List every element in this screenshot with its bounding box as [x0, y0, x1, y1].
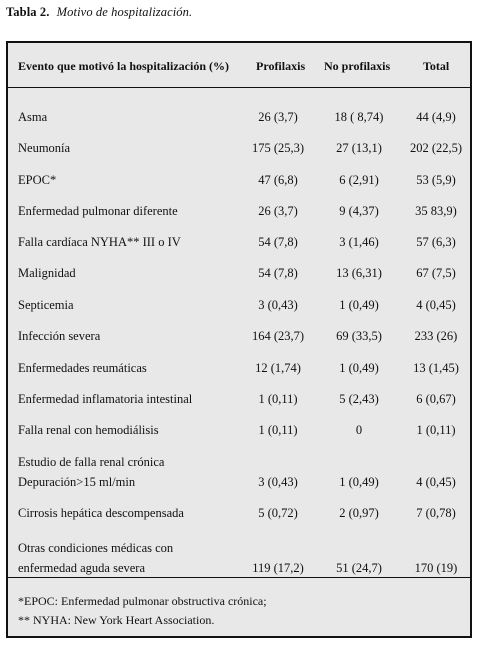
cell-event-line1: Estudio de falla renal crónica [18, 455, 165, 469]
cell-profilaxis: 54 (7,8) [258, 235, 298, 249]
cell-no-profilaxis: 9 (4,37) [339, 204, 379, 218]
caption-title: Motivo de hospitalización. [56, 5, 193, 19]
cell-event: Falla cardíaca NYHA** III o IV [18, 235, 181, 249]
cell-no-profilaxis: 1 (0,49) [339, 298, 379, 312]
cell-event-line1: Otras condiciones médicas con [18, 541, 174, 555]
cell-event: Estudio de falla renal crónica Depuració… [18, 455, 164, 490]
cell-total: 7 (0,78) [416, 506, 456, 520]
caption-label: Tabla 2. [6, 5, 50, 19]
cell-event: Septicemia [18, 298, 74, 312]
cell-event: Enfermedad pulmonar diferente [18, 204, 178, 218]
data-table: Evento que motivó la hospitalización (%)… [6, 41, 472, 638]
cell-total: 1 (0,11) [416, 423, 456, 437]
cell-profilaxis: 47 (6,8) [258, 173, 298, 187]
cell-event: EPOC* [18, 173, 57, 187]
cell-profilaxis: 3 (0,43) [258, 298, 298, 312]
cell-total: 6 (0,67) [416, 392, 456, 406]
cell-event: Asma [18, 110, 48, 124]
cell-event-line2: enfermedad aguda severa [18, 561, 146, 575]
cell-total: 67 (7,5) [416, 266, 456, 280]
cell-total: 44 (4,9) [416, 110, 456, 124]
cell-profilaxis: 164 (23,7) [251, 329, 305, 343]
header-no-profilaxis: No profilaxis [324, 59, 391, 73]
cell-no-profilaxis: 51 (24,7) [336, 561, 382, 575]
cell-no-profilaxis: 1 (0,49) [339, 475, 379, 489]
cell-total: 35 83,9) [415, 204, 457, 218]
cell-profilaxis: 175 (25,3) [251, 141, 305, 155]
cell-event: Neumonía [18, 141, 71, 155]
cell-profilaxis: 3 (0,43) [258, 475, 298, 489]
cell-total: 4 (0,45) [416, 298, 456, 312]
cell-total: 4 (0,45) [416, 475, 456, 489]
cell-total: 233 (26) [414, 329, 458, 343]
table-caption: Tabla 2. Motivo de hospitalización. [6, 5, 192, 20]
header-profilaxis: Profilaxis [256, 59, 306, 73]
cell-no-profilaxis: 18 ( 8,74) [334, 110, 384, 124]
cell-profilaxis: 54 (7,8) [258, 266, 298, 280]
cell-event: Cirrosis hepática descompensada [18, 506, 184, 520]
cell-profilaxis: 26 (3,7) [258, 204, 298, 218]
cell-no-profilaxis: 0 [355, 423, 363, 437]
cell-no-profilaxis: 3 (1,46) [339, 235, 379, 249]
cell-event: Otras condiciones médicas con enfermedad… [18, 541, 173, 576]
cell-event: Enfermedad inflamatoria intestinal [18, 392, 193, 406]
cell-profilaxis: 12 (1,74) [255, 361, 301, 375]
cell-profilaxis: 26 (3,7) [258, 110, 298, 124]
cell-event: Falla renal con hemodiálisis [18, 423, 159, 437]
cell-no-profilaxis: 69 (33,5) [336, 329, 382, 343]
cell-total: 170 (19) [414, 561, 458, 575]
cell-profilaxis: 1 (0,11) [258, 392, 298, 406]
cell-total: 13 (1,45) [413, 361, 459, 375]
cell-profilaxis: 5 (0,72) [258, 506, 298, 520]
table-body: Asma 26 (3,7) 18 ( 8,74) 44 (4,9) Neumon… [8, 88, 470, 577]
cell-event: Malignidad [18, 266, 76, 280]
cell-profilaxis: 119 (17,2) [252, 561, 304, 575]
cell-event: Infección severa [18, 329, 101, 343]
table-footnotes: *EPOC: Enfermedad pulmonar obstructiva c… [8, 577, 470, 636]
cell-no-profilaxis: 2 (0,97) [339, 506, 379, 520]
cell-no-profilaxis: 13 (6,31) [336, 266, 382, 280]
cell-total: 202 (22,5) [409, 141, 463, 155]
cell-no-profilaxis: 5 (2,43) [339, 392, 379, 406]
cell-no-profilaxis: 6 (2,91) [339, 173, 379, 187]
cell-event-line2: Depuración>15 ml/min [18, 475, 136, 489]
cell-profilaxis: 1 (0,11) [258, 423, 298, 437]
cell-total: 57 (6,3) [416, 235, 456, 249]
header-event: Evento que motivó la hospitalización (%) [18, 59, 230, 73]
header-total: Total [423, 59, 450, 73]
cell-event: Enfermedades reumáticas [18, 361, 147, 375]
cell-no-profilaxis: 27 (13,1) [336, 141, 382, 155]
cell-no-profilaxis: 1 (0,49) [339, 361, 379, 375]
cell-total: 53 (5,9) [416, 173, 456, 187]
footnote-epoc: *EPOC: Enfermedad pulmonar obstructiva c… [18, 594, 267, 608]
footnote-nyha: ** NYHA: New York Heart Association. [18, 613, 215, 627]
table-header: Evento que motivó la hospitalización (%)… [8, 43, 470, 88]
